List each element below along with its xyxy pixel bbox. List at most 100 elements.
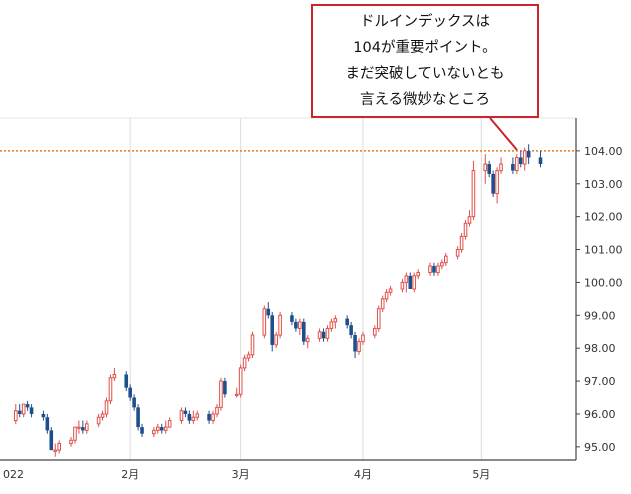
- candle-body-down: [140, 427, 144, 434]
- candle-body-up: [167, 420, 172, 428]
- candle-body-down: [17, 410, 22, 414]
- candle-body-up: [57, 443, 61, 451]
- candle-body-up: [179, 410, 184, 422]
- y-tick-label: 102.00: [584, 211, 623, 224]
- candle-body-up: [234, 393, 239, 396]
- candle-body-up: [440, 262, 444, 267]
- candle-body-up: [412, 275, 417, 290]
- candle-body-up: [463, 222, 468, 237]
- candle-body-down: [290, 315, 294, 322]
- candle-body-up: [522, 150, 527, 165]
- candle-body-down: [41, 413, 46, 418]
- candle-body-up: [404, 275, 409, 283]
- candle-body-up: [250, 334, 255, 356]
- candle-body-up: [436, 265, 440, 274]
- candle-body-down: [294, 321, 298, 329]
- candle-body-up: [219, 380, 223, 408]
- pointer-line: [489, 117, 518, 151]
- candle-body-down: [353, 335, 357, 352]
- y-tick-label: 104.00: [584, 145, 623, 158]
- candle-body-down: [321, 331, 326, 339]
- candle-body-up: [467, 216, 472, 224]
- candle-body-up: [459, 235, 464, 251]
- candle-body-up: [84, 423, 89, 431]
- y-axis-labels: 95.00 96.00 97.00 98.00 99.00 100.00 101.00 102…: [584, 145, 623, 454]
- candle-body-up: [333, 318, 338, 323]
- candle-body-up: [416, 272, 420, 277]
- candle-body-up: [77, 426, 81, 429]
- y-tick-label: 100.00: [584, 276, 623, 289]
- candle-body-up: [13, 410, 18, 422]
- gridlines: [0, 117, 576, 460]
- candle-body-up: [372, 327, 377, 336]
- candle-body-up: [211, 413, 215, 422]
- candle-body-down: [526, 150, 531, 158]
- candle-body-down: [187, 413, 192, 421]
- candle-body-down: [81, 427, 85, 431]
- candle-body-up: [495, 170, 499, 195]
- candle-body-down: [159, 427, 164, 431]
- candle-body-down: [270, 315, 275, 345]
- candle-body-up: [104, 400, 109, 415]
- candle-body-down: [223, 381, 227, 395]
- candle-body-up: [361, 334, 365, 343]
- annotation-line-4: 言える微妙なところ: [359, 92, 491, 108]
- y-tick-label: 103.00: [584, 178, 623, 191]
- candle-body-down: [511, 164, 515, 171]
- candle-body-down: [538, 157, 543, 165]
- candle-body-up: [53, 449, 58, 452]
- x-tick-label: 022: [3, 468, 24, 481]
- candle-body-down: [349, 325, 353, 336]
- candle-body-up: [215, 406, 219, 415]
- candle-body-up: [96, 416, 101, 425]
- candle-body-down: [124, 374, 129, 388]
- candle-body-up: [242, 357, 247, 369]
- candle-body-up: [305, 337, 310, 343]
- annotation-callout: ドルインデックスは 104が重要ポイント。 まだ突破していないとも 言える微妙な…: [311, 4, 539, 118]
- axes: [0, 118, 580, 461]
- annotation-line-3: まだ突破していないとも: [345, 66, 505, 82]
- candle-body-up: [515, 156, 519, 172]
- candle-body-up: [195, 413, 200, 418]
- y-tick-label: 96.00: [584, 408, 616, 421]
- candle-body-up: [384, 291, 389, 300]
- candle-body-up: [73, 426, 77, 441]
- candle-body-up: [21, 403, 26, 415]
- y-tick-label: 101.00: [584, 244, 623, 257]
- candle-body-up: [108, 377, 113, 402]
- candle-body-up: [262, 308, 267, 336]
- callout-pointer: [489, 117, 518, 151]
- candle-body-down: [266, 308, 271, 316]
- candle-body-up: [69, 439, 73, 445]
- candle-body-down: [183, 410, 188, 414]
- candle-body-up: [156, 426, 160, 431]
- candle-body-down: [487, 164, 492, 174]
- y-tick-label: 97.00: [584, 375, 616, 388]
- candle-body-down: [29, 407, 34, 414]
- candle-body-up: [274, 334, 278, 346]
- candle-body-down: [132, 397, 136, 408]
- candle-body-up: [152, 429, 156, 435]
- candle-body-down: [518, 157, 523, 165]
- candle-body-up: [325, 327, 330, 339]
- candle-body-down: [136, 407, 140, 428]
- candle-body-up: [278, 314, 282, 336]
- candle-body-down: [49, 430, 54, 451]
- candle-body-down: [45, 417, 50, 431]
- candle-body-down: [432, 265, 436, 273]
- candle-body-down: [345, 318, 349, 326]
- candle-body-up: [112, 374, 117, 379]
- candle-body-down: [207, 413, 211, 421]
- y-tick-label: 99.00: [584, 309, 616, 322]
- x-axis-labels: 022 2月 3月 4月 5月: [3, 468, 490, 481]
- candle-body-down: [25, 404, 30, 408]
- candle-body-up: [238, 367, 243, 395]
- candle-body-up: [317, 331, 322, 339]
- x-tick-label: 3月: [232, 468, 250, 481]
- candle-body-up: [100, 413, 105, 418]
- candle-body-up: [483, 163, 488, 172]
- candle-body-up: [163, 426, 168, 431]
- x-tick-label: 5月: [472, 468, 490, 481]
- candle-body-up: [428, 265, 432, 274]
